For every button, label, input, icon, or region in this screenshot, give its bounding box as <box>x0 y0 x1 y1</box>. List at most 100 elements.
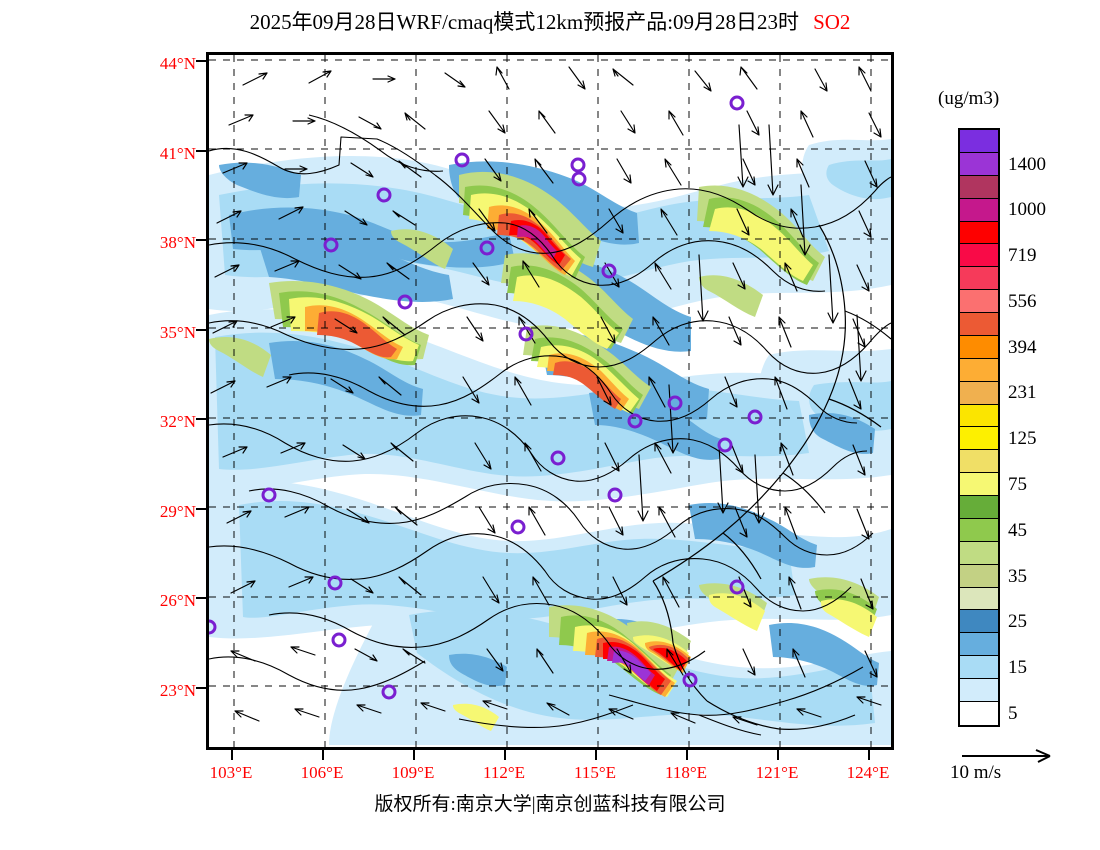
colorbar-band <box>960 404 998 428</box>
colorbar-band <box>960 313 998 336</box>
station-marker <box>550 450 566 466</box>
station-marker <box>570 157 586 173</box>
station-marker <box>397 294 413 310</box>
colorbar-band <box>960 130 998 153</box>
lon-tick <box>595 750 597 760</box>
colorbar-band <box>960 679 998 702</box>
colorbar-band <box>960 152 998 176</box>
wind-vector-field <box>210 66 882 726</box>
lat-label-29: 29°N <box>159 502 196 521</box>
colorbar-tick-label: 5 <box>1008 702 1018 724</box>
lon-label-124: 124°E <box>846 763 890 782</box>
colorbar-tick-label: 556 <box>1008 290 1037 312</box>
station-markers[interactable] <box>209 95 763 700</box>
colorbar-band <box>960 587 998 611</box>
station-marker <box>627 413 643 429</box>
colorbar-band <box>960 518 998 542</box>
colorbar-units-label: (ug/m3) <box>938 88 1000 109</box>
lat-label-23: 23°N <box>159 681 196 700</box>
colorbar-tick-label: 15 <box>1008 657 1027 679</box>
colorbar-band <box>960 175 998 199</box>
station-marker <box>331 632 347 648</box>
colorbar-band <box>960 381 998 405</box>
colorbar-tick-label: 35 <box>1008 565 1027 587</box>
graticule-grid <box>209 55 891 747</box>
station-marker <box>682 672 698 688</box>
colorbar-band <box>960 427 998 451</box>
colorbar-band <box>960 244 998 268</box>
colorbar-band <box>960 496 998 519</box>
lat-tick <box>196 150 206 152</box>
colorbar[interactable] <box>958 128 1000 727</box>
colorbar-band <box>960 473 998 496</box>
colorbar-band <box>960 610 998 634</box>
colorbar-band <box>960 335 998 359</box>
lon-tick <box>322 750 324 760</box>
colorbar-tick-label: 75 <box>1008 474 1027 495</box>
copyright-footer: 版权所有:南京大学|南京创蓝科技有限公司 <box>374 794 726 815</box>
lon-label-103: 103°E <box>209 763 253 782</box>
colorbar-tick-label: 719 <box>1008 245 1037 267</box>
colorbar-tick-label: 45 <box>1008 519 1027 541</box>
station-marker <box>729 95 745 111</box>
lat-tick <box>196 508 206 510</box>
page-title: 2025年09月28日WRF/cmaq模式12km预报产品:09月28日23时 S… <box>0 6 1100 36</box>
station-marker <box>667 395 683 411</box>
station-marker <box>261 487 277 503</box>
lat-tick <box>196 329 206 331</box>
station-marker <box>571 171 587 187</box>
lon-label-121: 121°E <box>755 763 799 782</box>
lon-label-109: 109°E <box>391 763 435 782</box>
station-marker <box>209 619 217 635</box>
lon-tick <box>868 750 870 760</box>
lat-label-32: 32°N <box>159 412 196 431</box>
station-marker <box>729 579 745 595</box>
lat-tick <box>196 687 206 689</box>
colorbar-band <box>960 656 998 679</box>
lat-label-41: 41°N <box>159 144 196 163</box>
colorbar-band <box>960 701 998 725</box>
lat-tick <box>196 418 206 420</box>
colorbar-tick-label: 125 <box>1008 428 1037 450</box>
wind-scale-label: 10 m/s <box>950 762 1002 783</box>
lat-label-26: 26°N <box>159 591 196 610</box>
colorbar-band <box>960 541 998 565</box>
colorbar-tick-label: 394 <box>1008 336 1037 358</box>
colorbar-band <box>960 358 998 382</box>
lon-tick <box>777 750 779 760</box>
wind-arrow-icon <box>962 749 1051 763</box>
colorbar-band <box>960 198 998 222</box>
station-marker <box>717 437 733 453</box>
lat-tick <box>196 597 206 599</box>
station-marker <box>510 519 526 535</box>
lon-label-106: 106°E <box>300 763 344 782</box>
concentration-field <box>209 139 891 745</box>
colorbar-band <box>960 221 998 245</box>
boundary-lines <box>209 114 891 736</box>
colorbar-tick-label: 1400 <box>1008 153 1046 175</box>
colorbar-band <box>960 267 998 291</box>
station-marker <box>376 187 392 203</box>
lon-label-112: 112°E <box>482 763 526 782</box>
station-marker <box>327 575 343 591</box>
lon-tick <box>504 750 506 760</box>
station-marker <box>601 263 617 279</box>
coastline-east <box>652 224 891 730</box>
map-canvas <box>209 55 891 747</box>
map-plot-area[interactable] <box>206 52 894 750</box>
colorbar-band <box>960 564 998 588</box>
station-marker <box>747 409 763 425</box>
station-marker <box>381 684 397 700</box>
title-text: 2025年09月28日WRF/cmaq模式12km预报产品:09月28日23时 <box>249 10 800 34</box>
station-marker <box>479 240 495 256</box>
colorbar-band <box>960 290 998 313</box>
station-marker <box>518 326 534 342</box>
station-marker <box>607 487 623 503</box>
station-marker <box>454 152 470 168</box>
lon-label-118: 118°E <box>664 763 708 782</box>
species-label: SO2 <box>813 10 851 34</box>
lat-label-38: 38°N <box>159 233 196 252</box>
lat-label-44: 44°N <box>159 54 196 73</box>
map-render-svg <box>209 55 891 747</box>
